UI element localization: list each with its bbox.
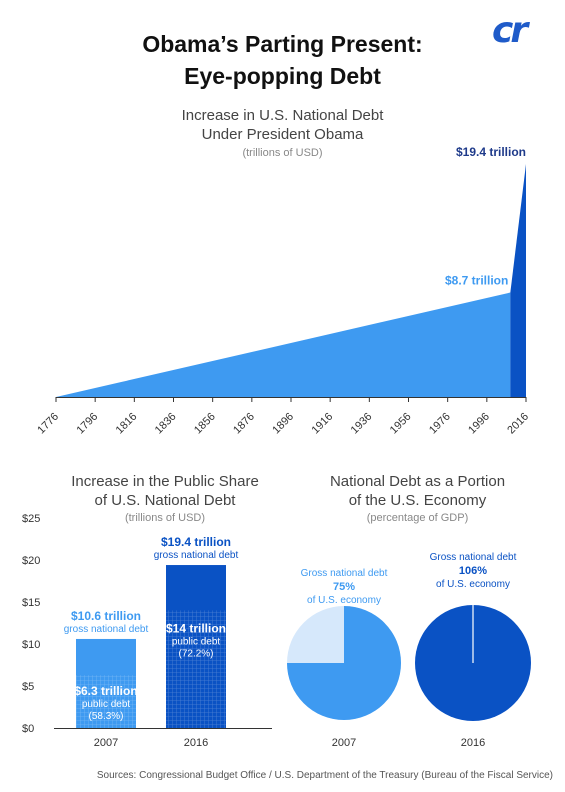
public-debt-bar-texture xyxy=(166,610,226,728)
area-x-tick-label: 1836 xyxy=(153,411,179,437)
pie-debt-slice xyxy=(287,606,401,720)
page-title: Obama’s Parting Present: Eye-popping Deb… xyxy=(0,28,565,92)
area-x-tick-label: 1916 xyxy=(309,411,335,437)
pie-chart-title-line1: National Debt as a Portion xyxy=(329,473,506,490)
area-dark-segment xyxy=(510,164,526,397)
area-value-label: $8.7 trillion xyxy=(445,274,508,288)
area-x-tick-label: 1896 xyxy=(270,411,296,437)
gross-debt-caption: gross national debt xyxy=(154,550,239,561)
pie-category-label: 2007 xyxy=(332,737,356,749)
area-x-tick-label: 1856 xyxy=(192,411,218,437)
area-x-tick-label: 1776 xyxy=(35,411,61,437)
cr-logo: cr xyxy=(492,10,528,51)
area-light-segment xyxy=(56,292,511,397)
pie-chart-subtitle: (percentage of GDP) xyxy=(366,512,469,524)
bar-y-tick-label: $20 xyxy=(22,555,40,567)
area-x-tick-label: 1996 xyxy=(466,411,492,437)
area-chart: 1776 1796 1816 1836 1856 1876 1896 1916 1936 1956… xyxy=(35,145,531,436)
area-chart-title-line1: Increase in U.S. National Debt xyxy=(181,107,384,124)
bar-y-tick-label: $10 xyxy=(22,639,40,651)
pie-value-label: 106% xyxy=(459,565,487,577)
area-x-tick-label: 1876 xyxy=(231,411,257,437)
public-debt-label: $14 trillion xyxy=(166,621,226,635)
bar-category-label: 2016 xyxy=(184,737,208,749)
area-x-tick-label: 2016 xyxy=(505,411,531,437)
gross-debt-label: $19.4 trillion xyxy=(161,535,231,549)
pie-caption-bottom: of U.S. economy xyxy=(307,595,381,606)
page-title-line1: Obama’s Parting Present: xyxy=(142,31,423,57)
bar-chart-title: Increase in the Public Share of U.S. Nat… xyxy=(20,472,310,510)
area-chart-title: Increase in U.S. National Debt Under Pre… xyxy=(0,106,565,144)
public-debt-caption: public debt xyxy=(82,699,131,710)
area-chart-title-line2: Under President Obama xyxy=(201,126,364,143)
bar-y-tick-label: $25 xyxy=(22,513,40,525)
pie-chart: Gross national debt 75% of U.S. economy 200… xyxy=(287,552,531,749)
bar-y-tick-label: $5 xyxy=(22,681,34,693)
bar-chart-subtitle: (trillions of USD) xyxy=(124,512,206,524)
public-debt-share: (58.3%) xyxy=(88,711,123,722)
public-debt-share: (72.2%) xyxy=(178,648,213,659)
bar-category-label: 2007 xyxy=(94,737,118,749)
area-x-tick-label: 1956 xyxy=(388,411,414,437)
area-x-tick-label: 1816 xyxy=(114,411,140,437)
area-chart-subtitle: (trillions of USD) xyxy=(242,147,323,159)
public-debt-caption: public debt xyxy=(172,636,221,647)
public-debt-bar-texture xyxy=(76,675,136,728)
bar-chart-title-line1: Increase in the Public Share xyxy=(71,473,259,490)
public-debt-label: $6.3 trillion xyxy=(74,684,137,698)
area-x-tick-label: 1976 xyxy=(427,411,453,437)
pie-caption-top: Gross national debt xyxy=(430,552,517,563)
pie-chart-title-line2: of the U.S. Economy xyxy=(348,492,487,509)
gross-debt-label: $10.6 trillion xyxy=(71,609,141,623)
page-title-line2: Eye-popping Debt xyxy=(184,63,381,89)
pie-value-label: 75% xyxy=(333,581,355,593)
area-x-tick-label: 1936 xyxy=(349,411,375,437)
pie-caption-top: Gross national debt xyxy=(301,568,388,579)
area-value-label: $19.4 trillion xyxy=(456,145,526,159)
bar-y-tick-label: $15 xyxy=(22,597,40,609)
gross-debt-caption: gross national debt xyxy=(64,624,149,635)
pie-category-label: 2016 xyxy=(461,737,485,749)
pie-caption-bottom: of U.S. economy xyxy=(436,579,510,590)
bar-y-tick-label: $0 xyxy=(22,723,34,735)
pie-chart-title: National Debt as a Portion of the U.S. E… xyxy=(285,472,550,510)
sources-note: Sources: Congressional Budget Office / U… xyxy=(96,770,553,781)
bar-chart-title-line2: of U.S. National Debt xyxy=(94,492,236,509)
area-x-tick-label: 1796 xyxy=(74,411,100,437)
